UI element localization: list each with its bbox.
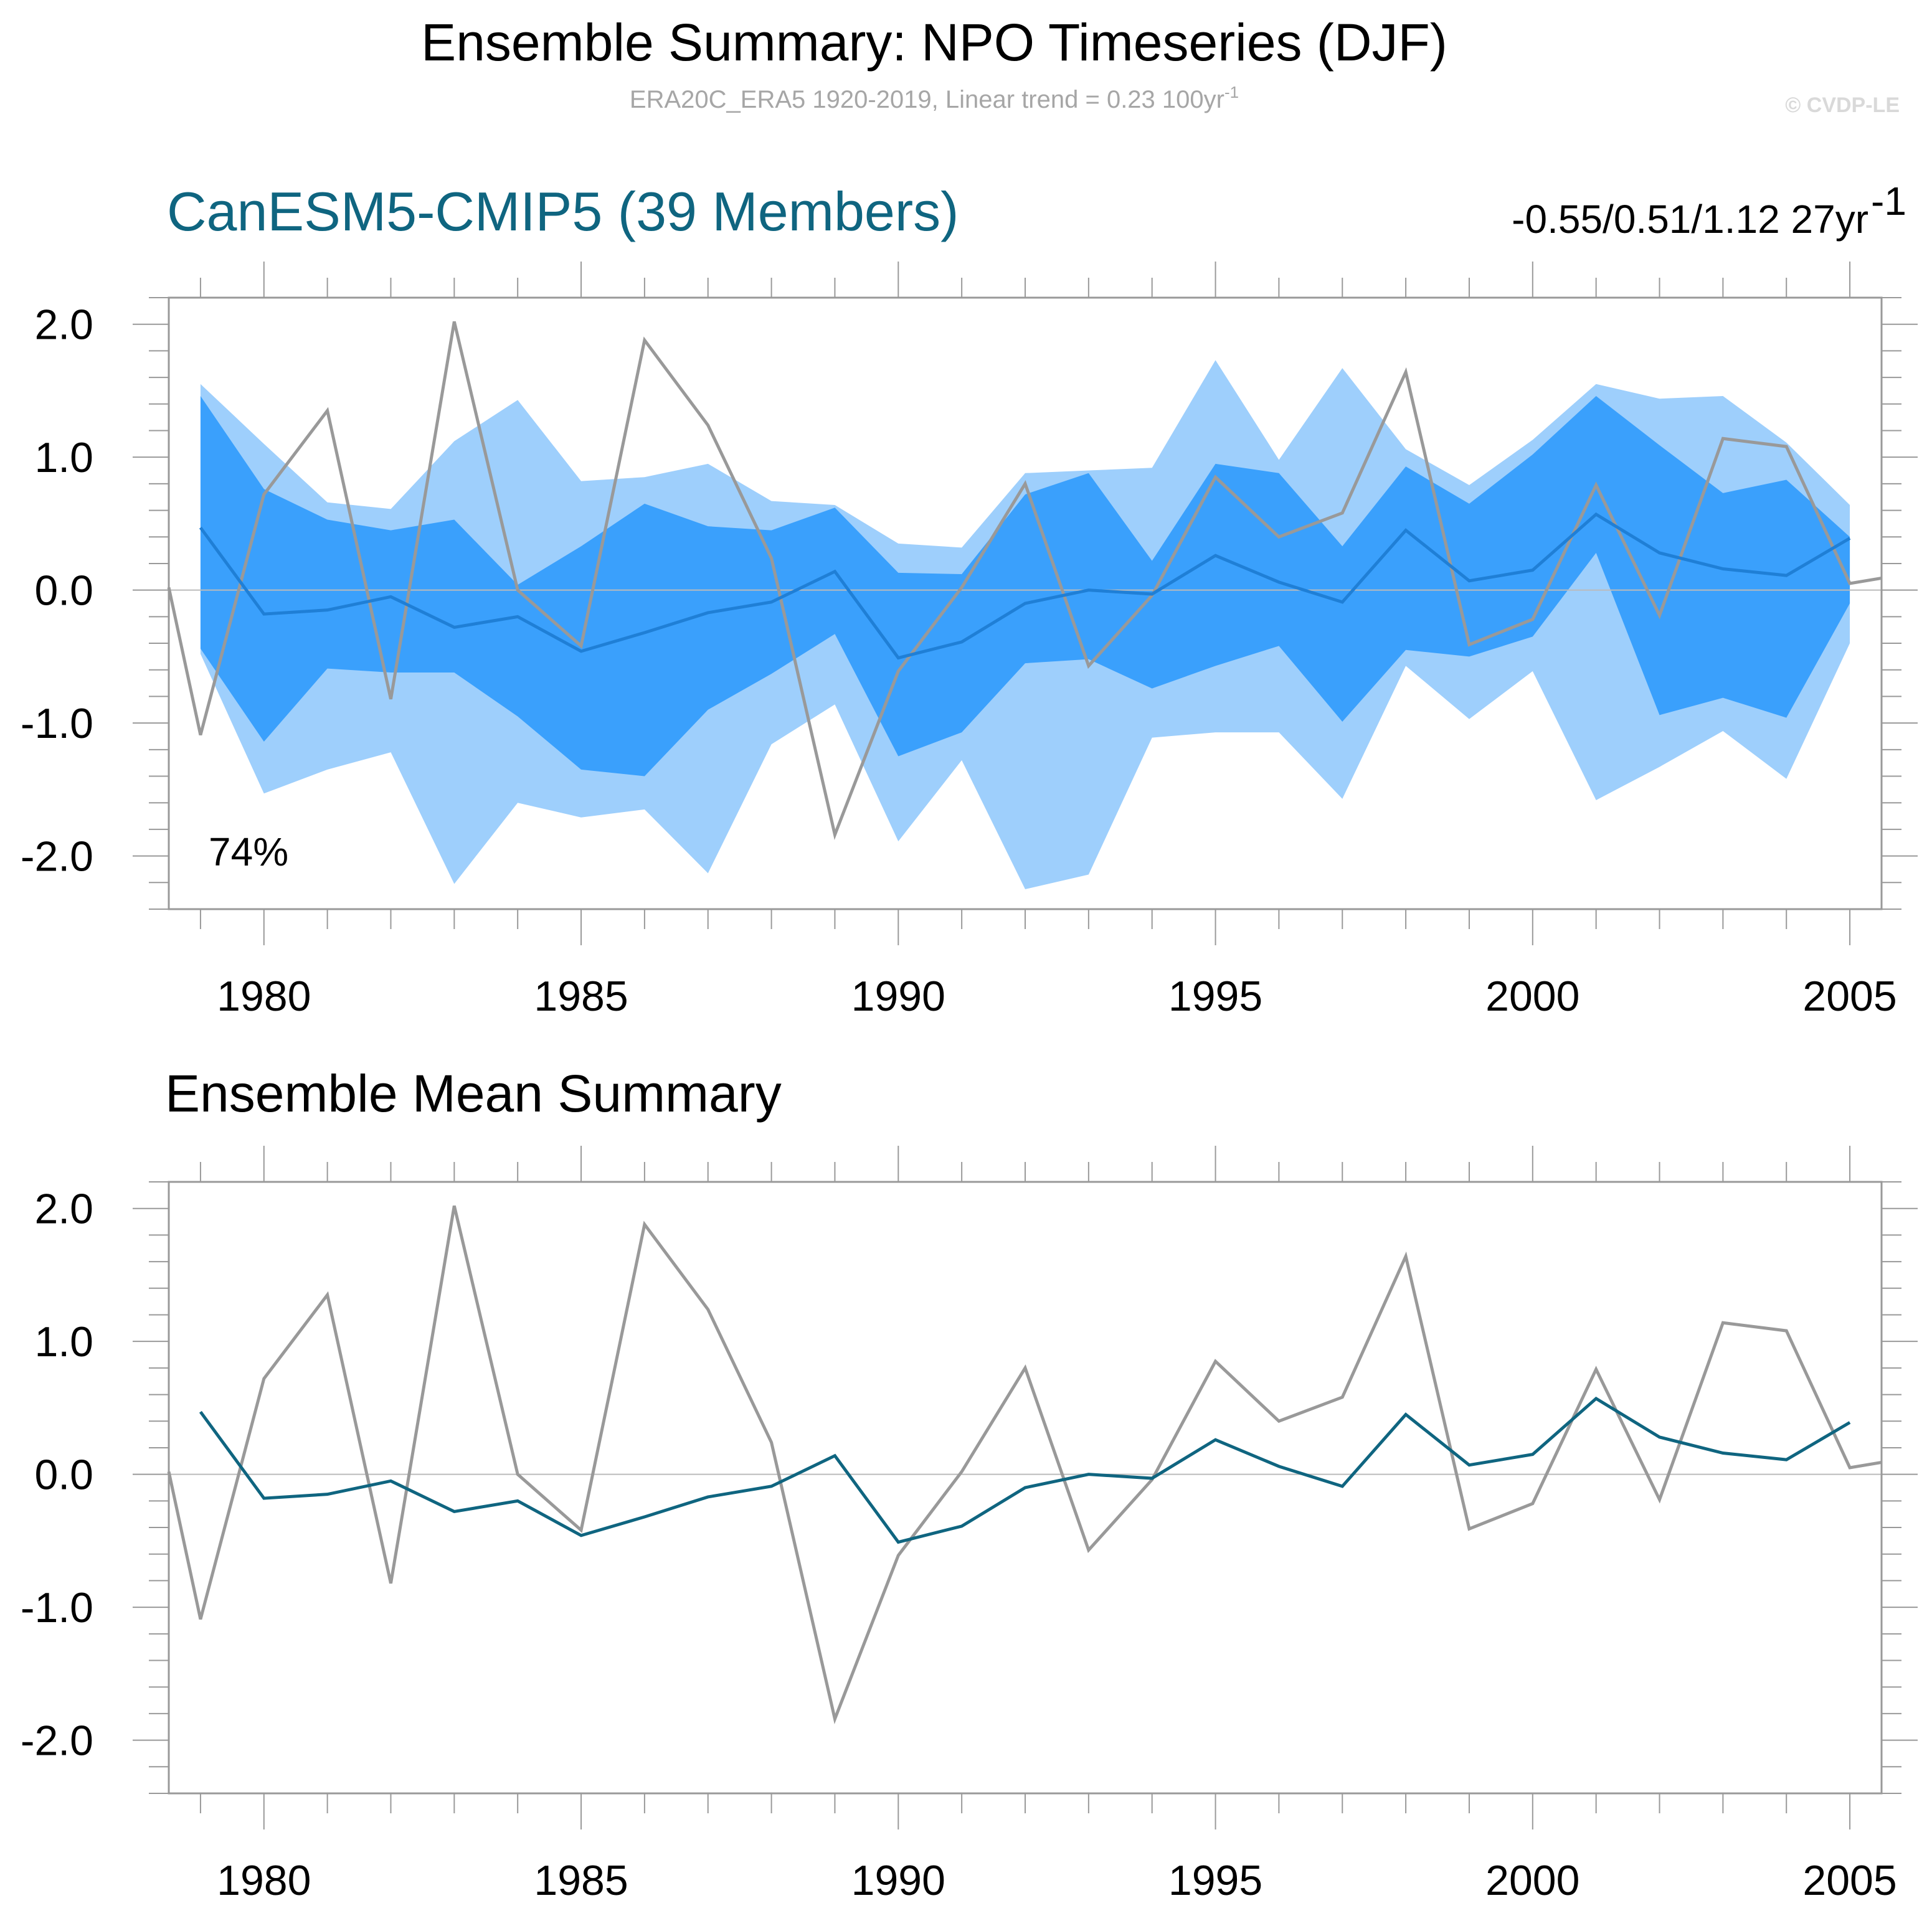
spread-x-tick-label: 1995 (1168, 973, 1262, 1020)
spread-x-tick-label: 2000 (1485, 973, 1579, 1020)
mean-x-tick-label: 2005 (1802, 1857, 1896, 1904)
spread-x-tick-label: 1990 (851, 973, 945, 1020)
percent-within-label: 74% (209, 829, 288, 874)
mean-y-tick-label: 1.0 (34, 1318, 93, 1366)
ensemble-mean-panel-title: Ensemble Mean Summary (165, 1064, 782, 1123)
figure-subtitle: ERA20C_ERA5 1920-2019, Linear trend = 0.… (630, 83, 1239, 113)
spread-y-tick-label: 2.0 (34, 301, 93, 349)
trend-stats-text: -0.55/0.51/1.12 27yr (1512, 197, 1868, 242)
mean-x-tick-label: 1990 (851, 1857, 945, 1904)
spread-y-tick-label: 0.0 (34, 567, 93, 615)
spread-x-tick-label: 1985 (534, 973, 628, 1020)
figure-title: Ensemble Summary: NPO Timeseries (DJF) (421, 13, 1447, 72)
mean-x-tick-label: 1980 (217, 1857, 311, 1904)
subtitle-text: ERA20C_ERA5 1920-2019, Linear trend = 0.… (630, 86, 1224, 113)
trend-stats-superscript: -1 (1871, 179, 1906, 224)
spread-y-tick-label: 1.0 (34, 434, 93, 481)
mean-x-tick-label: 1985 (534, 1857, 628, 1904)
mean-x-tick-label: 1995 (1168, 1857, 1262, 1904)
ensemble-mean-panel: 1980 1985 1990 1995 2000 2005 2.0 1.0 0.0 -1.0 -2.… (21, 1146, 1918, 1904)
mean-y-tick-label: -1.0 (21, 1584, 93, 1631)
spread-panel: 1980 1985 1990 1995 2000 2005 2.0 1.0 0.0 -1.0 -2.… (21, 262, 1918, 1020)
spread-y-tick-label: -2.0 (21, 833, 93, 880)
model-title: CanESM5-CMIP5 (39 Members) (167, 181, 959, 242)
spread-y-tick-label: -1.0 (21, 700, 93, 747)
spread-x-tick-label: 1980 (217, 973, 311, 1020)
mean-y-tick-label: 0.0 (34, 1452, 93, 1499)
spread-x-tick-label: 2005 (1802, 973, 1896, 1020)
subtitle-superscript: -1 (1224, 83, 1239, 101)
mean-x-tick-label: 2000 (1485, 1857, 1579, 1904)
copyright-text: © CVDP-LE (1785, 93, 1900, 117)
mean-y-tick-label: 2.0 (34, 1186, 93, 1233)
mean-y-tick-label: -2.0 (21, 1717, 93, 1765)
inner-range-band (200, 395, 1850, 777)
